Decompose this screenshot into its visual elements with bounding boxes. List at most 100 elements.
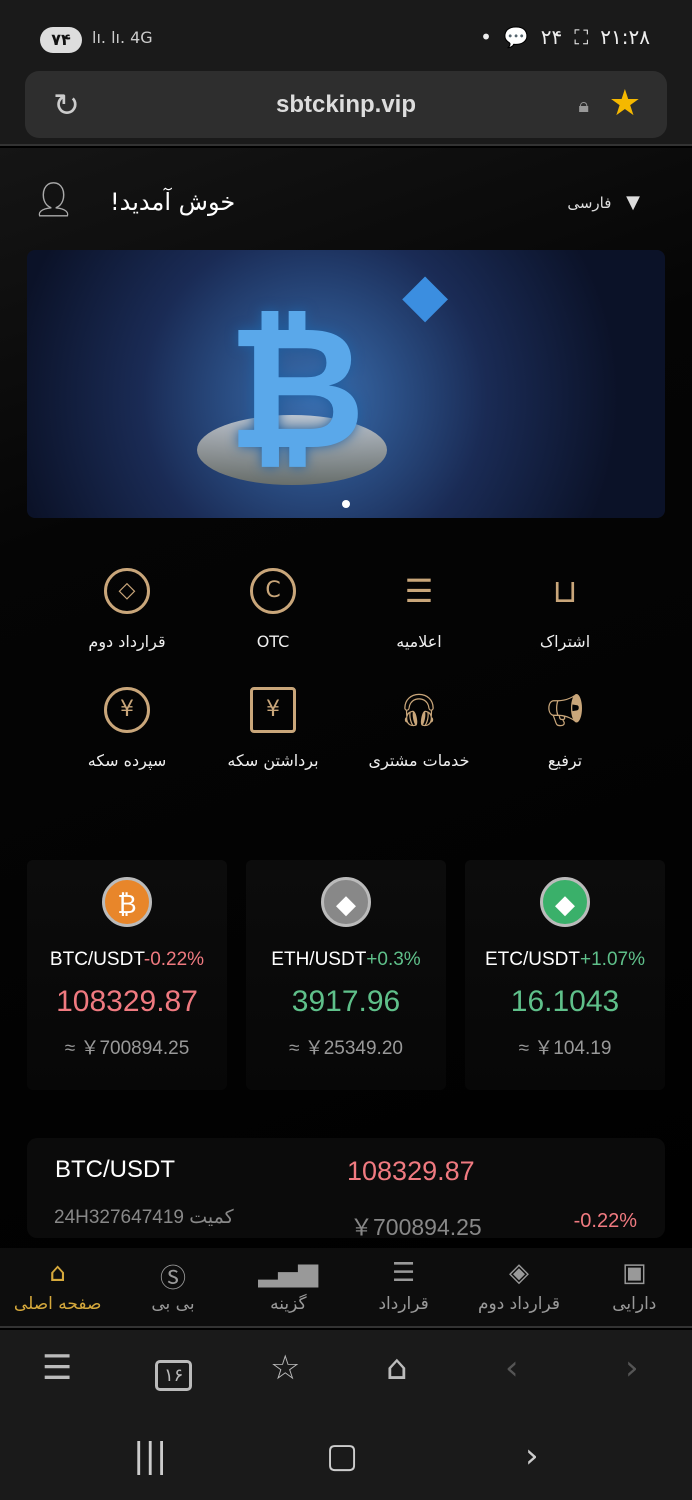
signal-icon: lı. lı. 4G bbox=[92, 28, 153, 47]
network-type: 4G bbox=[130, 28, 153, 47]
menu-label: OTC bbox=[256, 632, 290, 651]
bar-chart-icon: ▂▄▆ bbox=[258, 1258, 319, 1288]
price-change: +1.07% bbox=[580, 949, 645, 970]
price-change: -0.22% bbox=[573, 1210, 637, 1232]
menu-label: برداشتن سکه bbox=[227, 751, 319, 770]
price: 108329.87 bbox=[347, 1156, 475, 1186]
home-button-icon[interactable]: ▢ bbox=[326, 1436, 359, 1476]
price: 108329.87 bbox=[56, 985, 198, 1018]
menu-promotion[interactable]: 📢︎ ترفیع bbox=[492, 687, 638, 770]
price-change: +0.3% bbox=[366, 949, 421, 970]
menu-otc[interactable]: C OTC bbox=[200, 568, 346, 651]
address-bar[interactable]: ↻ sbtckinp.vip 🔒︎ ★ bbox=[25, 71, 667, 138]
ticker-card-etc[interactable]: ◆ ETC/USDT+1.07% 16.1043 ≈ ￥104.19 bbox=[465, 860, 665, 1090]
battery-indicator: ۷۴ bbox=[40, 27, 82, 53]
browser-bottom-bar: ☰ ۱۶ ☆ ⌂ ‹ › ||| ▢ › bbox=[0, 1330, 692, 1500]
nav-label: صفحه اصلی bbox=[13, 1294, 102, 1314]
screenshot-icon: ⛶ bbox=[574, 25, 589, 49]
menu-icon[interactable]: ☰ bbox=[42, 1348, 73, 1388]
lock-icon[interactable]: 🔒︎ bbox=[578, 93, 589, 117]
wallet-icon: ▣ bbox=[622, 1258, 647, 1288]
cny-price: ≈ ￥104.19 bbox=[518, 1038, 612, 1059]
bottom-nav: ⌂ صفحه اصلی Ⓢ بی بی ▂▄▆ گزینه ☰ قرارداد ◈ قرا… bbox=[0, 1248, 692, 1328]
bitcoin-icon: ₿ bbox=[102, 877, 152, 927]
language-label: فارسی bbox=[567, 194, 612, 212]
cny-price: ≈ ￥25349.20 bbox=[289, 1038, 403, 1059]
star-icon[interactable]: ★ bbox=[608, 83, 641, 124]
menu-subscription[interactable]: ⊔ اشتراک bbox=[492, 568, 638, 651]
ticker-cards: ₿ BTC/USDT-0.22% 108329.87 ≈ ￥700894.25 … bbox=[27, 860, 665, 1090]
megaphone-icon: 📢︎ bbox=[544, 691, 586, 729]
menu-withdraw[interactable]: ¥ برداشتن سکه bbox=[200, 687, 346, 770]
document-icon: ☰ bbox=[391, 1258, 416, 1288]
language-selector[interactable]: فارسی ▼ bbox=[567, 192, 640, 213]
ethereum-classic-icon: ◆ bbox=[540, 877, 590, 927]
tabs-count: ۱۶ bbox=[164, 1365, 184, 1386]
home-icon[interactable]: ⌂ bbox=[386, 1348, 408, 1388]
market-row[interactable]: BTC/USDT 108329.87 24H327647419 کمیت ￥70… bbox=[27, 1138, 665, 1240]
c-circle-icon: C bbox=[250, 568, 296, 614]
home-icon: ⌂ bbox=[49, 1258, 66, 1288]
menu-label: اشتراک bbox=[539, 632, 591, 651]
bitcoin-graphic: ₿ bbox=[227, 290, 366, 488]
forward-icon[interactable]: › bbox=[625, 1348, 639, 1388]
price-change: -0.22% bbox=[143, 949, 205, 970]
yen-plus-icon: ¥ bbox=[104, 687, 150, 733]
menu-second-contract[interactable]: ◇ قرارداد دوم bbox=[54, 568, 200, 651]
menu-customer-service[interactable]: 🎧︎ خدمات مشتری bbox=[346, 687, 492, 770]
nav-contract[interactable]: ☰ قرارداد bbox=[346, 1248, 461, 1326]
pair-name: ETC/USDT bbox=[485, 949, 580, 970]
nav-assets[interactable]: ▣ دارایی bbox=[577, 1248, 692, 1326]
welcome-text: !خوش آمدید bbox=[110, 188, 236, 216]
quick-menu: ◇ قرارداد دوم C OTC ☰ اعلامیه ⊔ اشتراک ¥ سپرد… bbox=[54, 568, 638, 770]
nav-label: گزینه bbox=[270, 1294, 307, 1314]
page-content: 👤︎ !خوش آمدید فارسی ▼ ₿ ◆ ◇ قرارداد دوم C… bbox=[0, 148, 692, 1248]
cny-price: ≈ ￥700894.25 bbox=[64, 1038, 190, 1059]
user-icon[interactable]: 👤︎ bbox=[32, 180, 76, 220]
nav-label: دارایی bbox=[612, 1294, 657, 1314]
banner-carousel[interactable]: ₿ ◆ bbox=[27, 250, 665, 518]
menu-announcement[interactable]: ☰ اعلامیه bbox=[346, 568, 492, 651]
menu-label: اعلامیه bbox=[396, 632, 442, 651]
url-text[interactable]: sbtckinp.vip bbox=[275, 91, 417, 118]
notification-count: ۲۴ bbox=[540, 25, 563, 49]
headset-icon: 🎧︎ bbox=[398, 691, 440, 729]
dollar-circle-icon: Ⓢ bbox=[159, 1264, 186, 1294]
back-button-icon[interactable]: › bbox=[525, 1436, 539, 1476]
chat-icon: 💬 bbox=[503, 25, 529, 49]
ethereum-graphic: ◆ bbox=[402, 260, 449, 330]
status-bar: ۷۴ lı. lı. 4G • 💬 ۲۴ ⛶ ۲۱:۲۸ bbox=[0, 0, 692, 66]
nav-home[interactable]: ⌂ صفحه اصلی bbox=[0, 1248, 115, 1326]
carousel-indicator[interactable] bbox=[342, 500, 350, 508]
bookmarks-icon[interactable]: ☆ bbox=[270, 1348, 301, 1388]
nav-label: بی بی bbox=[151, 1294, 195, 1314]
reload-icon[interactable]: ↻ bbox=[53, 86, 80, 124]
menu-label: ترفیع bbox=[547, 751, 583, 770]
menu-label: خدمات مشتری bbox=[368, 751, 470, 770]
atm-yen-icon: ¥ bbox=[250, 687, 296, 733]
pair-name: BTC/USDT bbox=[49, 949, 144, 970]
nav-label: قرارداد bbox=[378, 1294, 429, 1314]
nav-bb[interactable]: Ⓢ بی بی bbox=[115, 1248, 230, 1326]
nav-second-contract[interactable]: ◈ قرارداد دوم bbox=[461, 1248, 576, 1326]
cny-price: ￥700894.25 bbox=[350, 1214, 482, 1240]
browser-toolbar: ↻ sbtckinp.vip 🔒︎ ★ bbox=[0, 66, 692, 146]
price: 3917.96 bbox=[291, 985, 401, 1018]
diamond-circle-icon: ◈ bbox=[508, 1258, 529, 1288]
volume: 24H327647419 کمیت bbox=[54, 1207, 234, 1228]
pair-name: ETH/USDT bbox=[271, 949, 367, 970]
nav-label: قرارداد دوم bbox=[477, 1294, 560, 1314]
basket-icon: ⊔ bbox=[552, 572, 578, 610]
notice-board-icon: ☰ bbox=[404, 572, 434, 610]
ticker-card-btc[interactable]: ₿ BTC/USDT-0.22% 108329.87 ≈ ￥700894.25 bbox=[27, 860, 227, 1090]
menu-deposit[interactable]: ¥ سپرده سکه bbox=[54, 687, 200, 770]
tabs-button[interactable]: ۱۶ bbox=[155, 1360, 193, 1391]
nav-options[interactable]: ▂▄▆ گزینه bbox=[231, 1248, 346, 1326]
menu-label: سپرده سکه bbox=[87, 751, 167, 770]
clock: ۲۱:۲۸ bbox=[600, 25, 650, 49]
menu-label: قرارداد دوم bbox=[88, 632, 166, 651]
back-icon[interactable]: ‹ bbox=[505, 1348, 519, 1388]
pair-name: BTC/USDT bbox=[55, 1156, 175, 1183]
ticker-card-eth[interactable]: ◆ ETH/USDT+0.3% 3917.96 ≈ ￥25349.20 bbox=[246, 860, 446, 1090]
recent-apps-icon[interactable]: ||| bbox=[133, 1436, 168, 1476]
